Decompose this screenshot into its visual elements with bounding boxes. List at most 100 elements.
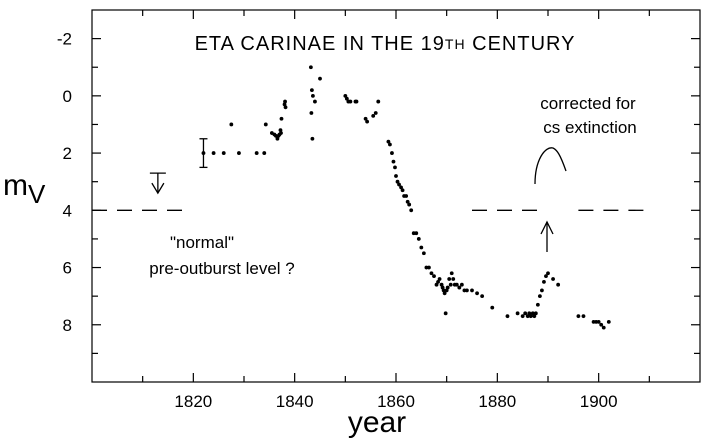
data-point — [397, 182, 401, 187]
data-point — [606, 320, 611, 324]
data-point — [546, 271, 550, 276]
data-point — [601, 325, 606, 330]
data-point — [457, 285, 462, 290]
up-arrow-head — [540, 220, 554, 235]
data-point — [515, 311, 520, 316]
data-point — [344, 96, 349, 101]
data-point — [407, 202, 412, 207]
data-point — [542, 279, 546, 284]
data-point — [283, 105, 288, 110]
y-tick-label: 2 — [63, 144, 72, 163]
data-point — [436, 279, 440, 284]
data-point — [416, 237, 421, 241]
data-point — [354, 99, 359, 104]
normal-label-line1: "normal" — [170, 233, 234, 252]
data-point — [459, 282, 464, 287]
data-point — [440, 285, 445, 290]
y-axis-label-main: m — [3, 169, 28, 202]
data-point — [405, 199, 410, 204]
data-point — [443, 311, 448, 316]
data-point — [530, 311, 535, 316]
data-point — [388, 142, 392, 147]
x-tick-label: 1840 — [276, 392, 314, 411]
data-point — [551, 277, 555, 281]
data-point — [429, 271, 434, 276]
data-point — [528, 314, 533, 319]
data-point — [278, 128, 283, 133]
data-point — [376, 99, 381, 104]
corrected-label-line1: corrected for — [540, 94, 636, 113]
y-tick-label: 4 — [63, 201, 72, 220]
axis-tick-labels: 1820 1840 1860 1880 1900 -2 0 2 4 6 8 — [57, 30, 618, 411]
data-point — [434, 282, 439, 287]
chart-title-end: CENTURY — [466, 33, 576, 55]
chart-title-main: ETA CARINAE IN THE 19 — [195, 33, 445, 55]
data-point — [409, 208, 414, 213]
data-point — [448, 282, 453, 287]
x-axis-label: year — [348, 406, 406, 439]
upper-limit-marker — [149, 172, 166, 195]
plot-frame — [91, 9, 701, 383]
data-point — [439, 282, 444, 287]
data-point — [348, 99, 353, 104]
data-point — [309, 111, 314, 115]
data-point — [393, 165, 397, 170]
x-tick-label: 1820 — [174, 392, 212, 411]
data-point — [535, 302, 540, 307]
data-point — [470, 288, 474, 293]
data-point — [414, 231, 419, 236]
data-point — [309, 88, 314, 93]
data-point — [254, 151, 259, 155]
data-point — [395, 179, 400, 184]
data-point — [391, 159, 396, 164]
upper-limit-arrowhead — [151, 182, 165, 195]
data-point — [390, 151, 394, 155]
data-point — [237, 151, 241, 155]
data-point — [308, 65, 313, 70]
data-point — [404, 194, 409, 198]
data-point — [421, 251, 426, 256]
data-point — [532, 314, 537, 319]
x-tick-label: 1860 — [377, 392, 415, 411]
x-tick-label: 1900 — [580, 392, 618, 411]
data-point — [282, 102, 287, 107]
y-tick-label: 0 — [63, 87, 72, 106]
data-point — [221, 151, 226, 155]
data-point — [505, 314, 510, 319]
corrected-curve — [534, 147, 567, 185]
data-point — [445, 285, 450, 290]
data-point — [556, 282, 561, 287]
x-tick-label: 1880 — [478, 392, 516, 411]
data-point — [447, 277, 452, 281]
data-point — [581, 314, 586, 319]
data-point — [427, 265, 431, 270]
data-point — [275, 136, 280, 141]
y-tick-label: 8 — [63, 316, 72, 335]
data-point — [400, 188, 405, 193]
data-point — [449, 271, 454, 276]
data-point — [544, 274, 548, 279]
data-point — [454, 282, 459, 287]
data-point — [465, 288, 469, 293]
data-point — [537, 294, 542, 299]
chart-title-superscript: TH — [445, 36, 466, 52]
y-tick-label: -2 — [57, 30, 72, 49]
data-point — [365, 119, 370, 124]
data-points — [201, 65, 611, 330]
data-point — [211, 151, 216, 155]
data-point — [480, 294, 485, 299]
data-point — [311, 93, 315, 98]
data-point — [343, 93, 348, 98]
normal-label-line2: pre-outburst level ? — [149, 259, 295, 278]
data-point — [520, 314, 525, 319]
data-point — [262, 151, 267, 155]
data-point — [451, 277, 456, 281]
data-point — [263, 122, 268, 127]
data-point — [599, 322, 604, 327]
y-axis-label-subscript: V — [28, 179, 46, 209]
data-point — [371, 113, 376, 118]
data-point — [279, 131, 283, 135]
data-point — [475, 291, 479, 296]
data-point — [432, 274, 436, 279]
y-tick-label: 6 — [63, 259, 72, 278]
